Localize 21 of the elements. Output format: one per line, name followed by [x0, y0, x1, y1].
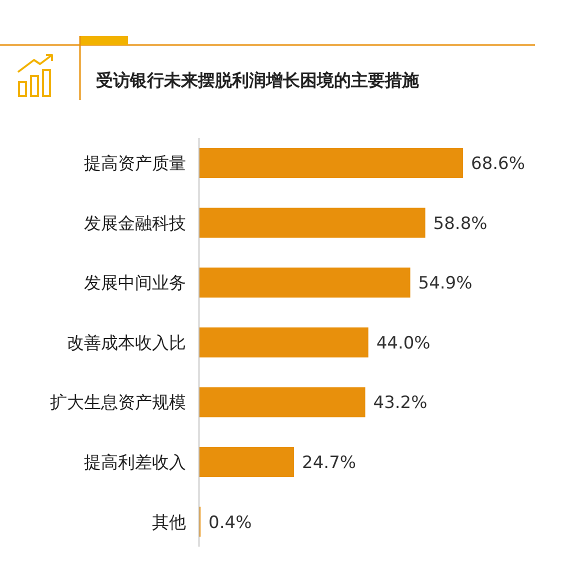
- y-tick-label: 其他: [152, 512, 186, 533]
- y-tick-label: 发展中间业务: [84, 274, 186, 294]
- y-tick-label: 发展金融科技: [84, 214, 186, 234]
- bar: [199, 208, 426, 238]
- y-tick-label: 提高利差收入: [84, 453, 186, 473]
- bar: [199, 387, 366, 418]
- data-label: 0.4%: [208, 512, 252, 533]
- y-tick-label: 提高资产质量: [84, 154, 186, 174]
- data-label: 24.7%: [302, 453, 356, 473]
- bar: [199, 148, 463, 178]
- data-label: 54.9%: [418, 274, 472, 294]
- data-label: 58.8%: [433, 214, 488, 234]
- bar: [199, 268, 410, 298]
- bar: [199, 447, 294, 477]
- data-label: 43.2%: [373, 393, 428, 414]
- chart-title: 受访银行未来摆脱利润增长困境的主要措施: [96, 71, 420, 91]
- y-tick-label: 改善成本收入比: [67, 333, 186, 354]
- data-label: 68.6%: [471, 154, 526, 174]
- y-tick-label: 扩大生息资产规模: [50, 393, 186, 414]
- bar: [199, 327, 368, 358]
- data-label: 44.0%: [376, 333, 430, 354]
